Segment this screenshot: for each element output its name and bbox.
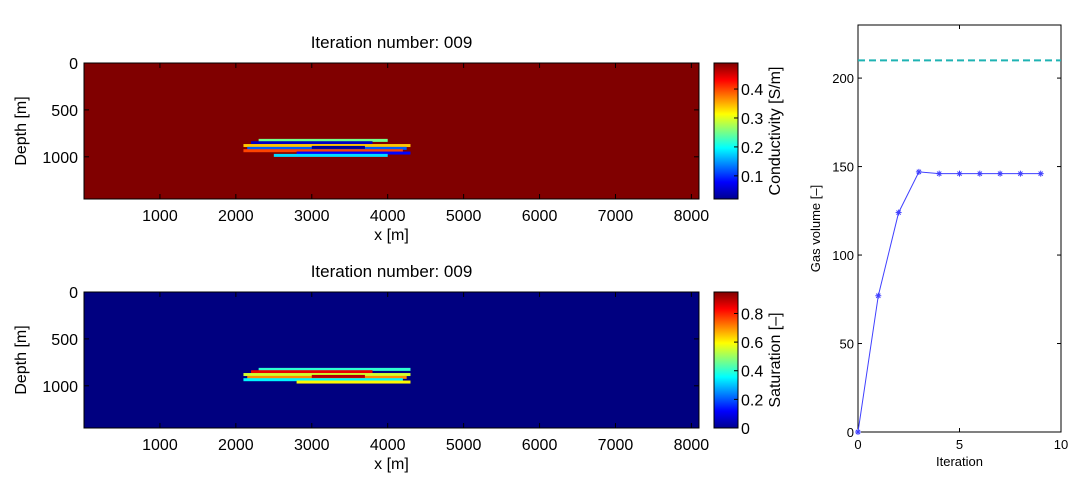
plot-frame [83,291,700,429]
heatmap-layer-0 [258,138,388,142]
x-tick-label-1: 5 [956,437,963,452]
heatmap-layer-6 [273,153,388,157]
plot-frame [83,62,700,200]
colorbar-tick-label-2: 0.4 [741,364,763,381]
heatmap-layer-6 [311,374,365,378]
y-tick-label-0: 0 [847,425,854,440]
y-axis-label: Depth [m] [13,325,30,394]
colorbar-tick-label-3: 0.6 [741,335,763,352]
colorbar [713,62,739,200]
x-axis-label: x [m] [374,456,409,473]
x-tick-label-1: 2000 [218,208,254,225]
heatmap-layer-2 [243,144,411,148]
x-tick-label-4: 5000 [446,208,482,225]
heatmap-background [84,292,699,428]
colorbar-tick-label-3: 0.4 [741,82,763,99]
y-tick-label-2: 1000 [42,379,78,396]
colorbar-tick-label-4: 0.8 [741,306,763,323]
data-point-4 [936,170,943,177]
colorbar [713,291,739,429]
y-tick-label-1: 500 [51,103,78,120]
data-point-7 [997,170,1004,177]
y-tick-label-2: 1000 [42,150,78,167]
y-axis-label: Depth [m] [13,96,30,165]
x-tick-label-3: 4000 [370,208,406,225]
saturation-panel: 1000 2000 3000 4000 5000 6000 7000 8000 0 500 1000… [13,262,784,473]
x-tick-label-2: 3000 [294,437,330,454]
y-axis-label: Gas volume [–] [808,185,823,272]
x-tick-label-3: 4000 [370,437,406,454]
chart-title: Iteration number: 009 [311,33,473,52]
x-tick-label-2: 10 [1054,437,1068,452]
data-point-3 [915,168,922,175]
data-point-2 [895,209,902,216]
heatmap-layer-2 [243,373,411,377]
colorbar-tick-label-1: 0.2 [741,140,763,157]
data-point-5 [956,170,963,177]
colorbar-tick-label-2: 0.3 [741,111,763,128]
y-tick-label-0: 0 [69,285,78,302]
x-tick-label-4: 5000 [446,437,482,454]
x-tick-label-0: 0 [854,437,861,452]
heatmap-layer-0 [258,367,411,371]
plot-frame [857,24,1062,433]
y-tick-label-1: 500 [51,332,78,349]
heatmap-layer-1 [251,141,373,145]
colorbar-label: Conductivity [S/m] [767,67,784,196]
colorbar-label: Saturation [–] [767,312,784,407]
data-point-6 [976,170,983,177]
heatmap-layer-4 [243,149,403,153]
x-tick-label-5: 6000 [522,208,558,225]
heatmap-background [84,63,699,199]
x-tick-label-5: 6000 [522,437,558,454]
heatmap-layer-5 [296,380,411,384]
x-tick-label-6: 7000 [598,208,634,225]
y-tick-label-0: 0 [69,56,78,73]
x-tick-label-1: 2000 [218,437,254,454]
x-tick-label-2: 3000 [294,208,330,225]
x-axis-label: Iteration [936,454,983,469]
heatmap-layer-5 [296,151,411,155]
heatmap-layer-1 [251,370,373,374]
data-point-8 [1017,170,1024,177]
data-point-9 [1037,170,1044,177]
x-axis-label: x [m] [374,227,409,244]
x-tick-label-6: 7000 [598,437,634,454]
y-tick-label-2: 100 [832,248,854,263]
y-tick-label-1: 50 [840,337,854,352]
x-tick-label-0: 1000 [142,208,178,225]
series-line-0 [857,171,1041,433]
x-tick-label-7: 8000 [674,437,710,454]
data-point-0 [855,429,861,435]
heatmap-layer-7 [311,145,365,149]
colorbar-tick-label-1: 0.2 [741,392,763,409]
x-tick-label-0: 1000 [142,437,178,454]
chart-title: Iteration number: 009 [311,262,473,281]
y-tick-label-3: 150 [832,160,854,175]
colorbar-tick-label-0: 0 [741,421,750,438]
y-tick-label-4: 200 [832,71,854,86]
data-point-1 [875,292,882,299]
heatmap-layer-4 [243,378,403,382]
colorbar-tick-label-0: 0.1 [741,169,763,186]
conductivity-panel: 1000 2000 3000 4000 5000 6000 7000 8000 0 500 1000… [13,33,784,244]
x-tick-label-7: 8000 [674,208,710,225]
